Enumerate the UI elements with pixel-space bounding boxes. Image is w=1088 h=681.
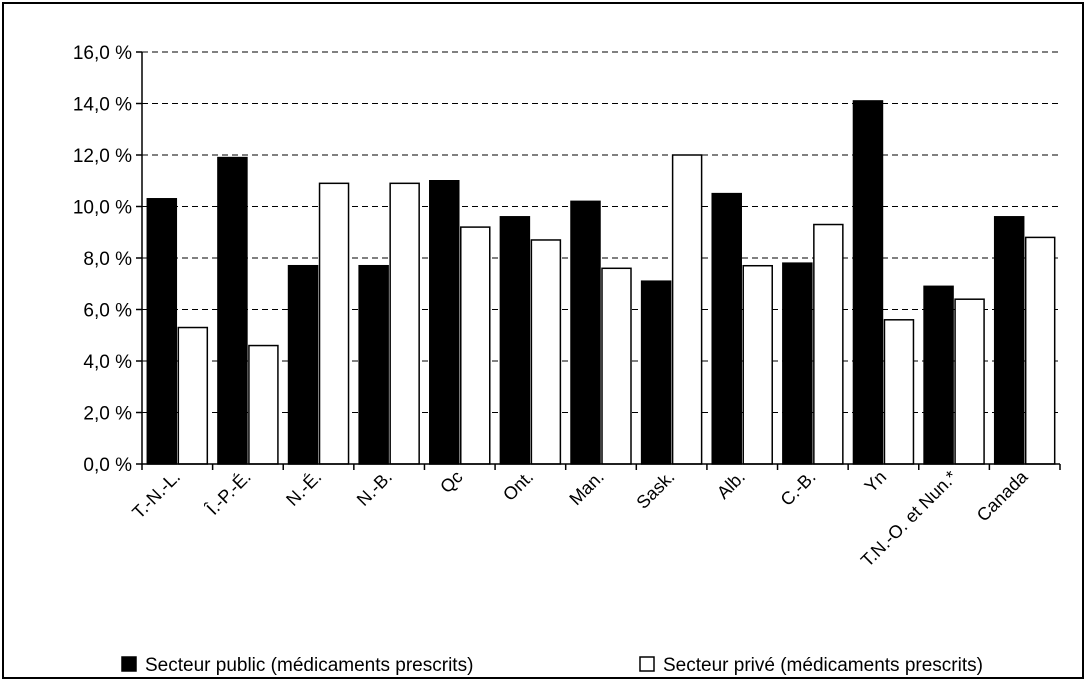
legend-swatch <box>639 656 655 672</box>
bar-public <box>570 200 601 465</box>
bar-private <box>460 226 491 465</box>
y-tick-label: 12,0 % <box>73 146 132 167</box>
x-category-label: Alb. <box>713 467 749 503</box>
bar-private <box>318 182 350 465</box>
legend-swatch <box>121 656 137 672</box>
bar-private <box>1024 236 1056 465</box>
bar-private <box>389 182 420 465</box>
bar-private <box>954 298 985 465</box>
x-category-label: Ont. <box>499 467 537 505</box>
y-tick-label: 2,0 % <box>83 404 132 425</box>
x-category-label: Canada <box>973 466 1032 525</box>
bar-public <box>499 216 531 465</box>
x-category-label: T.-N.-L. <box>128 467 184 523</box>
bar-private <box>742 264 773 465</box>
y-tick-label: 6,0 % <box>83 301 132 322</box>
bar-private <box>601 267 632 465</box>
bar-public <box>358 264 389 465</box>
y-tick-labels: 0,0 % 2,0 % 4,0 % 6,0 % 8,0 % 10,0 % 12,0 % 14,… <box>73 43 132 476</box>
legend-label: Secteur privé (médicaments prescrits) <box>663 655 983 676</box>
x-category-label: Sask. <box>632 467 678 513</box>
bar-public <box>711 192 742 465</box>
axes <box>136 51 1061 470</box>
y-tick-label: 0,0 % <box>83 455 132 476</box>
bar-public <box>640 280 672 465</box>
x-category-label: Qc <box>436 467 466 497</box>
bar-private <box>248 344 279 465</box>
x-category-label: N.-É. <box>282 467 325 510</box>
bar-public <box>146 198 178 465</box>
bar-private <box>177 326 209 465</box>
x-category-label: Man. <box>565 467 607 509</box>
bar-public <box>429 180 460 465</box>
x-category-label: Î.-P.-É. <box>202 467 255 520</box>
bar-private <box>883 319 915 465</box>
bar-public <box>923 285 954 465</box>
x-category-labels: T.-N.-L. Î.-P.-É. N.-É. N.-B. Qc Ont. Man. Sask… <box>128 466 1032 571</box>
bar-public <box>993 216 1025 465</box>
y-tick-label: 10,0 % <box>73 198 132 219</box>
bar-private <box>813 223 844 465</box>
bar-public <box>782 262 813 465</box>
x-category-label: N.-B. <box>353 467 396 510</box>
bars <box>146 100 1056 465</box>
x-category-label: C.-B. <box>777 467 820 510</box>
grid-lines <box>142 51 1060 413</box>
x-category-label: Yn <box>861 467 891 497</box>
legend-label: Secteur public (médicaments prescrits) <box>145 655 473 676</box>
bar-public <box>287 264 319 465</box>
y-tick-label: 4,0 % <box>83 352 132 373</box>
y-tick-label: 8,0 % <box>83 249 132 270</box>
y-tick-label: 14,0 % <box>73 95 132 116</box>
legend: Secteur public (médicaments prescrits) Se… <box>121 655 983 676</box>
bar-private <box>530 239 562 465</box>
y-tick-label: 16,0 % <box>73 43 132 64</box>
bar-private <box>671 154 703 465</box>
bar-public <box>852 100 884 465</box>
bar-public <box>217 156 248 465</box>
